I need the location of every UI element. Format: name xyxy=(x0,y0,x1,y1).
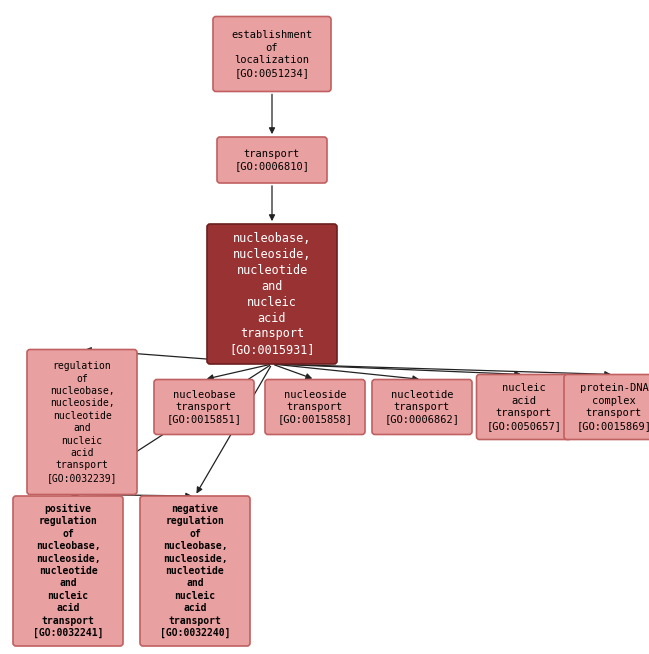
FancyBboxPatch shape xyxy=(27,349,137,494)
FancyBboxPatch shape xyxy=(207,224,337,364)
Text: regulation
of
nucleobase,
nucleoside,
nucleotide
and
nucleic
acid
transport
[GO:: regulation of nucleobase, nucleoside, nu… xyxy=(47,361,117,483)
FancyBboxPatch shape xyxy=(140,496,250,646)
FancyBboxPatch shape xyxy=(217,137,327,183)
Text: negative
regulation
of
nucleobase,
nucleoside,
nucleotide
and
nucleic
acid
trans: negative regulation of nucleobase, nucle… xyxy=(160,504,230,638)
Text: nucleoside
transport
[GO:0015858]: nucleoside transport [GO:0015858] xyxy=(278,390,352,424)
FancyBboxPatch shape xyxy=(13,496,123,646)
FancyBboxPatch shape xyxy=(154,379,254,434)
Text: positive
regulation
of
nucleobase,
nucleoside,
nucleotide
and
nucleic
acid
trans: positive regulation of nucleobase, nucle… xyxy=(32,504,103,638)
FancyBboxPatch shape xyxy=(265,379,365,434)
Text: protein-DNA
complex
transport
[GO:0015869]: protein-DNA complex transport [GO:001586… xyxy=(576,383,649,430)
FancyBboxPatch shape xyxy=(372,379,472,434)
Text: establishment
of
localization
[GO:0051234]: establishment of localization [GO:005123… xyxy=(232,30,313,78)
FancyBboxPatch shape xyxy=(213,16,331,92)
Text: nucleobase,
nucleoside,
nucleotide
and
nucleic
acid
transport
[GO:0015931]: nucleobase, nucleoside, nucleotide and n… xyxy=(229,232,315,356)
FancyBboxPatch shape xyxy=(476,375,572,439)
Text: transport
[GO:0006810]: transport [GO:0006810] xyxy=(234,149,310,171)
Text: nucleotide
transport
[GO:0006862]: nucleotide transport [GO:0006862] xyxy=(384,390,459,424)
FancyBboxPatch shape xyxy=(564,375,649,439)
Text: nucleic
acid
transport
[GO:0050657]: nucleic acid transport [GO:0050657] xyxy=(487,383,561,430)
Text: nucleobase
transport
[GO:0015851]: nucleobase transport [GO:0015851] xyxy=(167,390,241,424)
